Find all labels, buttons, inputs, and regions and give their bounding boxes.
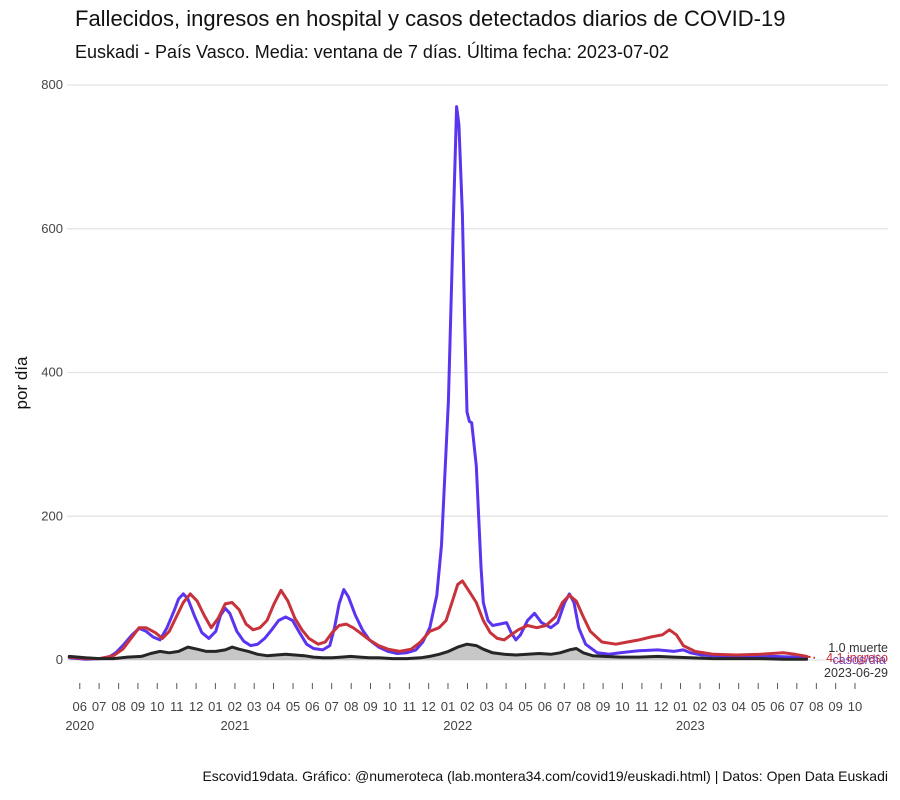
x-tick-label-month: 11 bbox=[170, 699, 184, 714]
x-tick-label-month: 12 bbox=[654, 699, 668, 714]
chart-subtitle: Euskadi - País Vasco. Media: ventana de … bbox=[75, 42, 669, 62]
fallecidos-area-fill bbox=[69, 644, 807, 660]
x-tick-label-month: 07 bbox=[324, 699, 338, 714]
x-tick-label-month: 03 bbox=[480, 699, 494, 714]
x-tick-label-year: 2022 bbox=[443, 718, 472, 733]
x-tick-label-month: 09 bbox=[131, 699, 145, 714]
x-tick-label-month: 02 bbox=[228, 699, 242, 714]
x-tick-label-month: 01 bbox=[673, 699, 687, 714]
end-label-ingresos: 4.1 ingreso bbox=[826, 651, 888, 665]
x-tick-label-month: 10 bbox=[150, 699, 164, 714]
gridlines bbox=[67, 84, 888, 661]
x-tick-label-month: 03 bbox=[247, 699, 261, 714]
x-tick-label-month: 02 bbox=[460, 699, 474, 714]
series-line-ingresos bbox=[67, 579, 809, 661]
x-tick-label-month: 12 bbox=[421, 699, 435, 714]
x-tick-label-month: 01 bbox=[208, 699, 222, 714]
end-label-fallecidos: 1.0 muerte bbox=[828, 641, 888, 655]
y-tick-label: 600 bbox=[41, 221, 63, 236]
x-tick-label-month: 06 bbox=[538, 699, 552, 714]
x-axis-ticks: 06 07 08 09 10 11 12 01 02 03 04 05 06 07 08 09 10 11 12 01… bbox=[65, 683, 862, 733]
x-tick-label-month: 10 bbox=[615, 699, 629, 714]
x-tick-label-month: 07 bbox=[790, 699, 804, 714]
x-tick-label-year: 2020 bbox=[65, 718, 94, 733]
x-tick-label-month: 06 bbox=[305, 699, 319, 714]
y-axis-label: por día bbox=[12, 356, 31, 409]
x-tick-label-month: 08 bbox=[577, 699, 591, 714]
chart-title: Fallecidos, ingresos en hospital y casos… bbox=[75, 6, 786, 31]
x-tick-label-month: 12 bbox=[189, 699, 203, 714]
x-tick-label-month: 11 bbox=[635, 699, 649, 714]
x-tick-label-month: 04 bbox=[499, 699, 513, 714]
x-tick-label-month: 06 bbox=[770, 699, 784, 714]
chart-caption: Escovid19data. Gráfico: @numeroteca (lab… bbox=[202, 768, 888, 784]
y-tick-label: 200 bbox=[41, 508, 63, 523]
y-tick-label: 400 bbox=[41, 365, 63, 380]
x-tick-label-month: 05 bbox=[751, 699, 765, 714]
x-tick-label-month: 09 bbox=[596, 699, 610, 714]
y-tick-label: 0 bbox=[56, 652, 63, 667]
x-tick-label-month: 01 bbox=[441, 699, 455, 714]
x-tick-label-month: 10 bbox=[383, 699, 397, 714]
end-label-date: 2023-06-29 bbox=[824, 666, 888, 680]
end-label-casos: casos/día bbox=[832, 653, 886, 667]
series-lines bbox=[67, 105, 816, 661]
x-tick-label-month: 09 bbox=[363, 699, 377, 714]
x-tick-label-month: 08 bbox=[111, 699, 125, 714]
x-tick-label-month: 10 bbox=[848, 699, 862, 714]
x-tick-label-month: 04 bbox=[266, 699, 280, 714]
x-tick-label-month: 11 bbox=[403, 699, 417, 714]
x-tick-label-month: 07 bbox=[557, 699, 571, 714]
x-tick-label-year: 2021 bbox=[220, 718, 249, 733]
x-tick-label-month: 03 bbox=[712, 699, 726, 714]
series-line-fallecidos bbox=[67, 642, 809, 661]
x-tick-label-year: 2023 bbox=[676, 718, 705, 733]
x-tick-label-month: 04 bbox=[731, 699, 745, 714]
x-tick-label-month: 08 bbox=[344, 699, 358, 714]
x-tick-label-month: 07 bbox=[92, 699, 106, 714]
y-tick-label: 800 bbox=[41, 77, 63, 92]
x-tick-label-month: 06 bbox=[73, 699, 87, 714]
y-axis-ticks: 0 200 400 600 800 bbox=[41, 77, 63, 667]
ingresos-dashed-extension bbox=[806, 655, 816, 659]
x-tick-label-month: 09 bbox=[828, 699, 842, 714]
x-tick-label-month: 08 bbox=[809, 699, 823, 714]
series-line-casos bbox=[67, 105, 809, 661]
x-tick-label-month: 05 bbox=[286, 699, 300, 714]
x-tick-label-month: 05 bbox=[518, 699, 532, 714]
x-tick-label-month: 02 bbox=[693, 699, 707, 714]
fallecidos-area bbox=[69, 644, 807, 660]
